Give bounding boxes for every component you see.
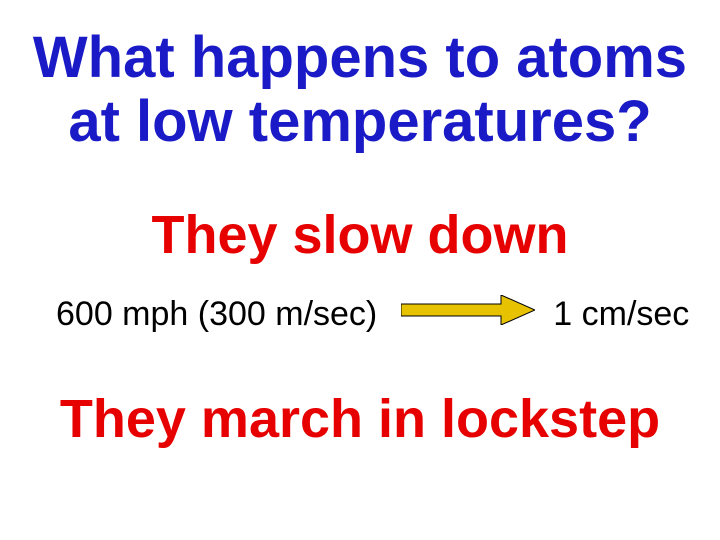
arrow-icon: [401, 295, 535, 334]
speed-row: 600 mph (300 m/sec) 1 cm/sec: [56, 295, 676, 334]
speed-before-value: 600 mph (300 m/sec): [56, 295, 377, 334]
slide: What happens to atoms at low temperature…: [0, 0, 720, 540]
speed-after-value: 1 cm/sec: [553, 295, 689, 334]
title-line-2: at low temperatures?: [68, 89, 651, 154]
title-line-1: What happens to atoms: [33, 25, 687, 90]
slide-title: What happens to atoms at low temperature…: [0, 26, 720, 154]
subtitle-slow-down: They slow down: [0, 204, 720, 266]
lockstep-text: They march in lockstep: [0, 388, 720, 450]
